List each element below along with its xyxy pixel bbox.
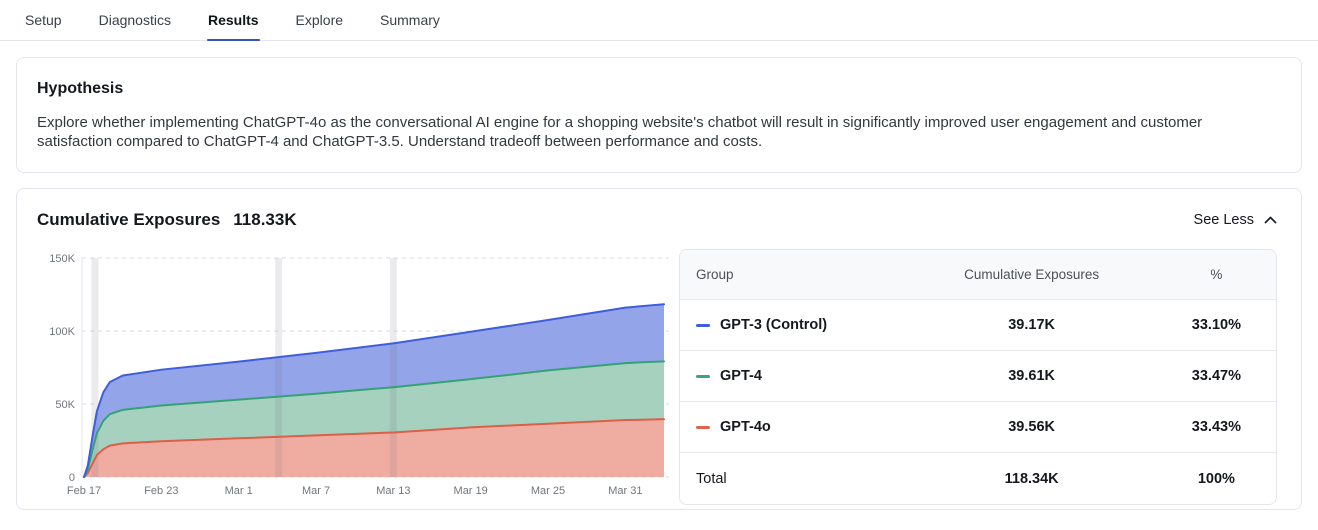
cumulative-exposures-card: Cumulative Exposures 118.33K See Less 0 5… [16, 188, 1302, 510]
tab-bar: Setup Diagnostics Results Explore Summar… [0, 0, 1318, 41]
group-name: GPT-4o [720, 419, 771, 435]
exposures-title: Cumulative Exposures [37, 210, 221, 229]
table-row-total: Total 118.34K 100% [680, 453, 1276, 504]
svg-text:Mar 25: Mar 25 [531, 485, 565, 497]
exposures-card-body: 0 50K 100K 150K Feb 17 Feb 23 Mar 1 Mar 7 Mar 13… [37, 245, 1277, 505]
hypothesis-title: Hypothesis [37, 80, 124, 97]
column-header-percent: % [1210, 267, 1223, 282]
exposures-chart[interactable]: 0 50K 100K 150K Feb 17 Feb 23 Mar 1 Mar 7 Mar 13… [37, 245, 677, 497]
svg-text:50K: 50K [55, 399, 75, 411]
hypothesis-card: Hypothesis Explore whether implementing … [16, 57, 1302, 173]
exposures-total-value: 118.33K [233, 210, 297, 229]
svg-text:Mar 13: Mar 13 [376, 485, 410, 497]
tab-results[interactable]: Results [206, 0, 260, 41]
percent-value: 33.10% [1191, 317, 1241, 333]
svg-text:Mar 19: Mar 19 [454, 485, 488, 497]
svg-text:150K: 150K [49, 253, 75, 265]
total-label: Total [696, 470, 727, 487]
table-row-gpt4: GPT-4 39.61K 33.47% [680, 351, 1276, 402]
exposures-card-header: Cumulative Exposures 118.33K See Less [37, 207, 1277, 233]
svg-text:0: 0 [69, 472, 75, 484]
percent-value: 33.47% [1191, 368, 1241, 384]
tab-summary[interactable]: Summary [379, 0, 441, 40]
svg-text:Feb 17: Feb 17 [67, 485, 101, 497]
percent-value: 33.43% [1191, 419, 1241, 435]
hypothesis-text: Explore whether implementing ChatGPT-4o … [37, 114, 1203, 150]
table-row-gpt3: GPT-3 (Control) 39.17K 33.10% [680, 300, 1276, 351]
exposures-value: 39.56K [1008, 419, 1055, 435]
exposures-value: 39.61K [1008, 368, 1055, 384]
tab-setup[interactable]: Setup [24, 0, 63, 40]
chevron-up-icon [1264, 216, 1277, 224]
series-dash-icon [696, 425, 710, 429]
table-row-gpt4o: GPT-4o 39.56K 33.43% [680, 402, 1276, 453]
tab-diagnostics[interactable]: Diagnostics [98, 0, 172, 40]
exposures-title-group: Cumulative Exposures 118.33K [37, 210, 297, 230]
see-less-label: See Less [1193, 212, 1254, 228]
svg-text:Feb 23: Feb 23 [144, 485, 178, 497]
tab-explore[interactable]: Explore [295, 0, 344, 40]
group-name: GPT-3 (Control) [720, 317, 828, 333]
svg-text:Mar 31: Mar 31 [608, 485, 642, 497]
svg-text:100K: 100K [49, 326, 75, 338]
column-header-exposures: Cumulative Exposures [964, 267, 1100, 282]
see-less-button[interactable]: See Less [1194, 212, 1277, 228]
column-header-group: Group [696, 267, 734, 282]
exposures-table: Group Cumulative Exposures % GPT-3 (Cont… [679, 249, 1277, 505]
series-dash-icon [696, 374, 710, 378]
series-dash-icon [696, 323, 710, 327]
results-panel: Hypothesis Explore whether implementing … [0, 41, 1318, 526]
total-percent-value: 100% [1197, 470, 1235, 487]
exposures-value: 39.17K [1008, 317, 1055, 333]
svg-text:Mar 7: Mar 7 [302, 485, 330, 497]
total-exposures-value: 118.34K [1004, 470, 1059, 487]
group-name: GPT-4 [720, 368, 762, 384]
svg-text:Mar 1: Mar 1 [225, 485, 253, 497]
table-header-row: Group Cumulative Exposures % [680, 250, 1276, 300]
